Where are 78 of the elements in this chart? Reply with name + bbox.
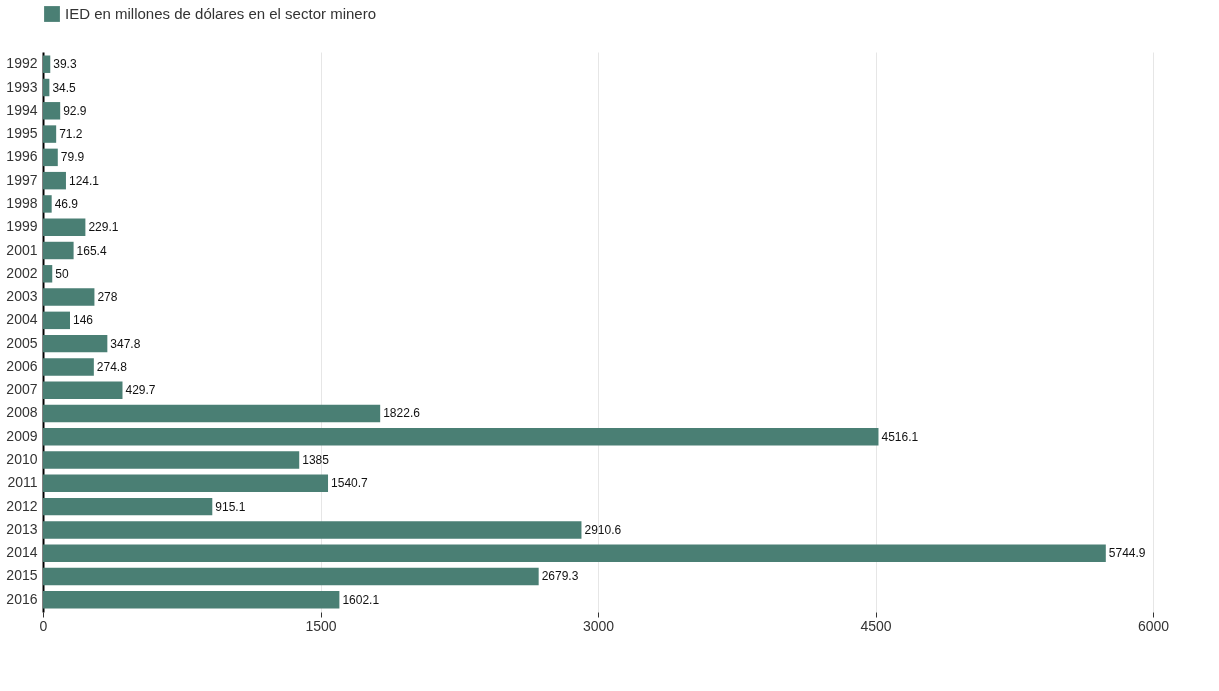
- data-label: 124.1: [68, 173, 100, 188]
- y-tick-label: 2016: [6, 590, 38, 607]
- bar: [43, 544, 1106, 562]
- y-tick-label: 2013: [6, 520, 38, 537]
- bar: [43, 241, 74, 260]
- x-tick-label: 0: [39, 617, 48, 634]
- data-label: 4516.1: [881, 429, 919, 444]
- data-label: 1540.7: [331, 476, 369, 491]
- y-tick-label: 1998: [6, 194, 38, 211]
- data-label: 2679.3: [541, 569, 579, 584]
- y-tick-label: 2014: [6, 544, 38, 561]
- x-tick-label: 3000: [582, 617, 615, 634]
- data-label: 1602.1: [342, 592, 380, 607]
- data-label: 915.1: [215, 499, 246, 514]
- data-label: 46.9: [54, 196, 79, 211]
- y-tick-label: 1995: [6, 125, 38, 142]
- data-label: 2910.6: [584, 522, 622, 537]
- bar: [43, 148, 58, 167]
- y-tick-label: 2010: [6, 451, 38, 468]
- bar: [43, 358, 94, 376]
- data-label: 278: [97, 290, 118, 305]
- data-label: 79.9: [60, 150, 85, 165]
- bar: [43, 265, 53, 283]
- y-tick-label: 2009: [6, 427, 38, 444]
- bar: [43, 591, 340, 609]
- data-label: 34.5: [52, 80, 77, 95]
- x-tick-label: 4500: [860, 617, 892, 634]
- bar: [43, 567, 539, 586]
- data-label: 71.2: [59, 127, 83, 142]
- data-label: 347.8: [110, 336, 141, 351]
- data-label: 92.9: [63, 103, 87, 118]
- data-label: 50: [55, 266, 69, 281]
- y-tick-label: 2002: [6, 264, 38, 281]
- data-label: 1822.6: [383, 406, 421, 421]
- data-label: 165.4: [76, 243, 107, 258]
- y-tick-label: 2001: [6, 241, 38, 258]
- bar: [43, 218, 86, 236]
- y-tick-label: 2011: [7, 474, 38, 491]
- bar: [43, 195, 52, 213]
- y-tick-label: 1999: [6, 218, 38, 235]
- y-tick-label: 2008: [6, 404, 38, 421]
- bar: [43, 171, 66, 190]
- bar: [43, 474, 329, 493]
- x-tick-label: 6000: [1137, 617, 1170, 634]
- y-tick-label: 1993: [6, 78, 38, 95]
- bar: [43, 55, 51, 73]
- x-tick-label: 1500: [305, 617, 337, 634]
- data-label: 146: [73, 313, 94, 328]
- y-tick-label: 1996: [6, 148, 38, 165]
- data-label: 39.3: [53, 57, 77, 72]
- y-tick-label: 2004: [6, 311, 38, 328]
- bar: [43, 521, 582, 539]
- data-label: 229.1: [88, 220, 119, 235]
- bar: [43, 428, 879, 446]
- y-tick-label: 2012: [6, 497, 38, 514]
- data-label: 1385: [302, 453, 330, 468]
- y-tick-label: 1992: [6, 55, 38, 72]
- bar: [43, 381, 123, 399]
- y-tick-label: 2006: [6, 357, 38, 374]
- y-tick-label: 2003: [6, 288, 38, 305]
- y-tick-label: 2015: [6, 567, 38, 584]
- y-tick-label: 2005: [6, 334, 38, 351]
- bar: [43, 311, 71, 330]
- bar: [43, 334, 108, 353]
- y-tick-label: 1997: [6, 171, 38, 188]
- bar: [43, 78, 50, 97]
- data-label: 274.8: [96, 359, 128, 374]
- bar: [43, 102, 61, 120]
- bar: [43, 451, 300, 469]
- data-label: 429.7: [125, 383, 156, 398]
- bar: [43, 404, 381, 423]
- legend-label: IED en millones de dólares en el sector minero: [65, 5, 376, 22]
- y-tick-label: 2007: [6, 381, 38, 398]
- bar: [43, 497, 213, 516]
- y-tick-label: 1994: [6, 101, 38, 118]
- data-label: 5744.9: [1108, 546, 1146, 561]
- bar: [43, 288, 95, 306]
- bar: [43, 125, 57, 143]
